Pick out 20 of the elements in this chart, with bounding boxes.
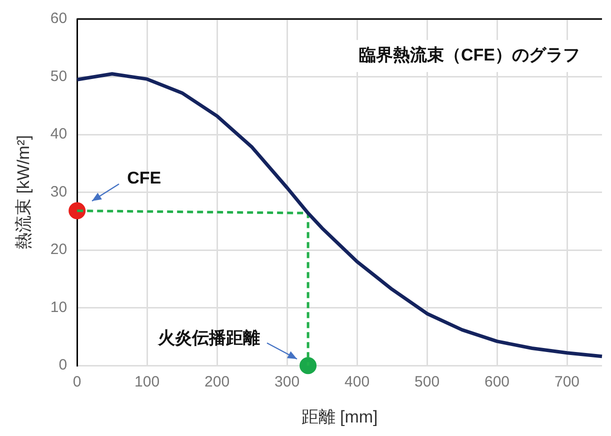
x-tick-label: 300 xyxy=(274,374,300,391)
text: 臨界熱流束（CFE）のグラフ xyxy=(359,46,580,65)
x-tick-label: 100 xyxy=(134,374,160,391)
y-tick-label: 10 xyxy=(50,298,68,316)
x-axis-title: 距離 [mm] xyxy=(301,407,378,426)
annotation: CFE xyxy=(127,168,162,188)
x-tick-label: 500 xyxy=(414,374,440,391)
y-tick-label: 50 xyxy=(50,68,68,85)
x-tick-label: 600 xyxy=(484,374,510,391)
x-tick-label: 700 xyxy=(554,374,580,391)
annotation: 火炎伝播距離 xyxy=(158,328,260,348)
y-tick-label: 20 xyxy=(50,241,68,258)
y-tick-label: 0 xyxy=(58,356,68,374)
y-tick-label: 40 xyxy=(50,126,68,143)
x-tick-label: 0 xyxy=(72,374,82,391)
y-axis-title: 熱流束 [kW/m²] xyxy=(14,135,33,250)
x-tick-label: 400 xyxy=(344,374,370,391)
y-tick-label: 60 xyxy=(50,10,68,28)
y-tick-label: 30 xyxy=(50,183,68,200)
x-tick-label: 200 xyxy=(204,374,230,391)
